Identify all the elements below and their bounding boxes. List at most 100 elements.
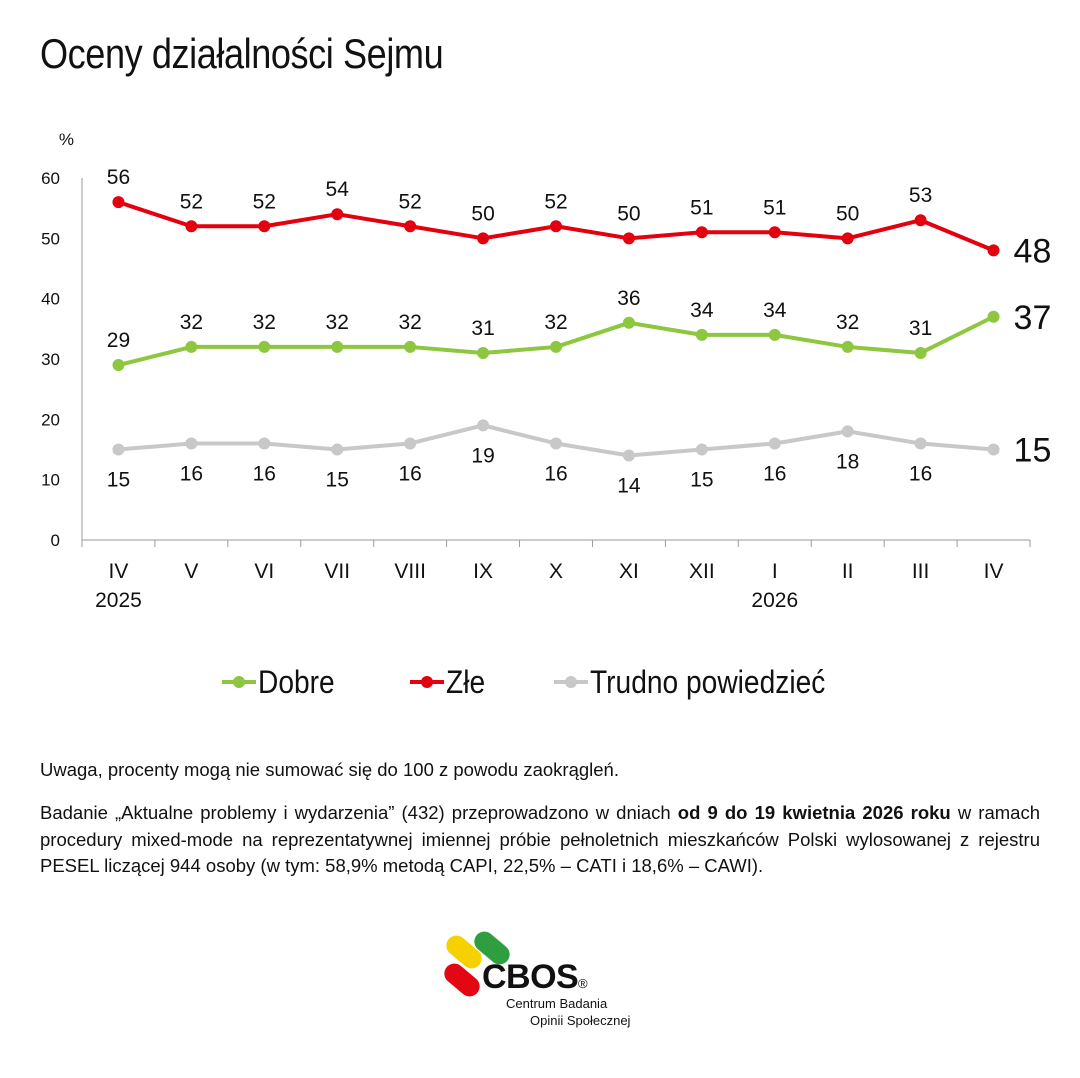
data-point <box>185 220 198 233</box>
x-tick-label: IV <box>984 560 1004 583</box>
data-label: 50 <box>471 202 494 225</box>
data-point <box>185 437 198 450</box>
x-tick-label: III <box>912 560 930 583</box>
data-point <box>987 310 1000 323</box>
data-label: 16 <box>544 462 567 485</box>
x-tick-label: VI <box>254 560 274 583</box>
data-point <box>987 443 1000 456</box>
data-label: 32 <box>326 311 349 334</box>
data-point <box>404 437 417 450</box>
data-label: 52 <box>253 190 276 213</box>
x-tick-label: XI <box>619 560 639 583</box>
y-tick-label: 60 <box>41 169 60 188</box>
cbos-logo: CBOS ® Centrum Badania Opinii Społecznej <box>440 928 650 1038</box>
rounding-note: Uwaga, procenty mogą nie sumować się do … <box>40 759 619 780</box>
legend-item-trudno: Trudno powiedzieć <box>554 664 857 701</box>
data-label: 52 <box>180 190 203 213</box>
data-point <box>258 220 271 233</box>
data-point <box>695 328 708 341</box>
data-label: 56 <box>107 166 130 189</box>
data-point <box>987 244 1000 257</box>
data-point <box>331 340 344 353</box>
data-label: 34 <box>690 299 714 322</box>
data-label: 51 <box>690 196 713 219</box>
registered-mark: ® <box>578 976 588 991</box>
data-label: 32 <box>398 311 421 334</box>
data-label: 52 <box>398 190 421 213</box>
chart-legend: Dobre Złe Trudno powiedzieć <box>0 660 1080 704</box>
data-label: 34 <box>763 299 787 322</box>
data-point <box>768 328 781 341</box>
data-point <box>841 425 854 438</box>
legend-label-zle: Złe <box>445 663 485 700</box>
data-label: 15 <box>326 469 349 492</box>
data-point <box>477 419 490 432</box>
data-point <box>258 340 271 353</box>
data-label: 19 <box>471 444 494 467</box>
methodology-note: Badanie „Aktualne problemy i wydarzenia”… <box>40 800 1040 880</box>
data-point <box>695 443 708 456</box>
footnotes: Uwaga, procenty mogą nie sumować się do … <box>40 757 1040 896</box>
data-label-final: 15 <box>1014 432 1052 470</box>
data-point <box>331 208 344 221</box>
methodology-text-start: Badanie „Aktualne problemy i wydarzenia”… <box>40 801 678 823</box>
data-label: 16 <box>253 462 276 485</box>
data-label-final: 48 <box>1014 232 1052 270</box>
legend-item-dobre: Dobre <box>222 664 345 701</box>
data-label: 50 <box>617 202 640 225</box>
x-tick-label: II <box>842 560 854 583</box>
data-point <box>550 340 562 353</box>
data-point <box>112 359 125 372</box>
data-point <box>841 340 854 353</box>
data-label: 18 <box>836 450 859 473</box>
data-point <box>112 196 125 209</box>
data-point <box>768 437 781 450</box>
cbos-logo-mark-icon <box>444 931 510 997</box>
data-point <box>622 232 635 245</box>
data-label: 15 <box>107 469 130 492</box>
legend-swatch-trudno <box>554 676 589 688</box>
data-label: 32 <box>180 311 203 334</box>
data-point <box>331 443 344 456</box>
data-point <box>258 437 271 450</box>
x-tick-label: X <box>549 560 563 583</box>
data-label: 16 <box>398 462 421 485</box>
y-tick-label: 20 <box>41 410 60 429</box>
cbos-logo-name: CBOS <box>482 958 579 996</box>
data-point <box>404 340 417 353</box>
legend-label-dobre: Dobre <box>258 663 336 700</box>
methodology-dates: od 9 do 19 kwietnia 2026 roku <box>677 801 951 823</box>
x-tick-label: IV <box>109 560 129 583</box>
data-label: 32 <box>544 311 567 334</box>
data-point <box>404 220 417 233</box>
x-tick-label: IX <box>473 560 493 583</box>
data-point <box>112 443 125 456</box>
legend-swatch-zle <box>409 676 444 688</box>
data-point <box>477 232 490 245</box>
data-label: 52 <box>544 190 567 213</box>
data-point <box>914 437 927 450</box>
data-point <box>841 232 854 245</box>
x-tick-label: V <box>184 560 198 583</box>
y-tick-label: 10 <box>41 471 60 490</box>
data-point <box>185 340 198 353</box>
data-label-final: 37 <box>1014 299 1052 337</box>
data-point <box>550 437 562 450</box>
data-label: 31 <box>471 317 494 340</box>
y-axis-unit-label: % <box>59 130 74 149</box>
data-point <box>622 316 635 329</box>
y-tick-label: 50 <box>41 229 60 248</box>
data-label: 32 <box>253 311 276 334</box>
x-tick-label: VII <box>324 560 350 583</box>
data-label: 54 <box>326 178 350 201</box>
x-tick-label: XII <box>689 560 715 583</box>
legend-item-zle: Złe <box>409 663 490 701</box>
data-point <box>550 220 562 233</box>
data-label: 14 <box>617 475 641 498</box>
data-label: 16 <box>180 462 203 485</box>
data-label: 16 <box>763 462 786 485</box>
data-label: 51 <box>763 196 786 219</box>
legend-swatch-dobre <box>222 676 257 688</box>
x-tick-label: I <box>772 560 778 583</box>
data-label: 31 <box>909 317 932 340</box>
